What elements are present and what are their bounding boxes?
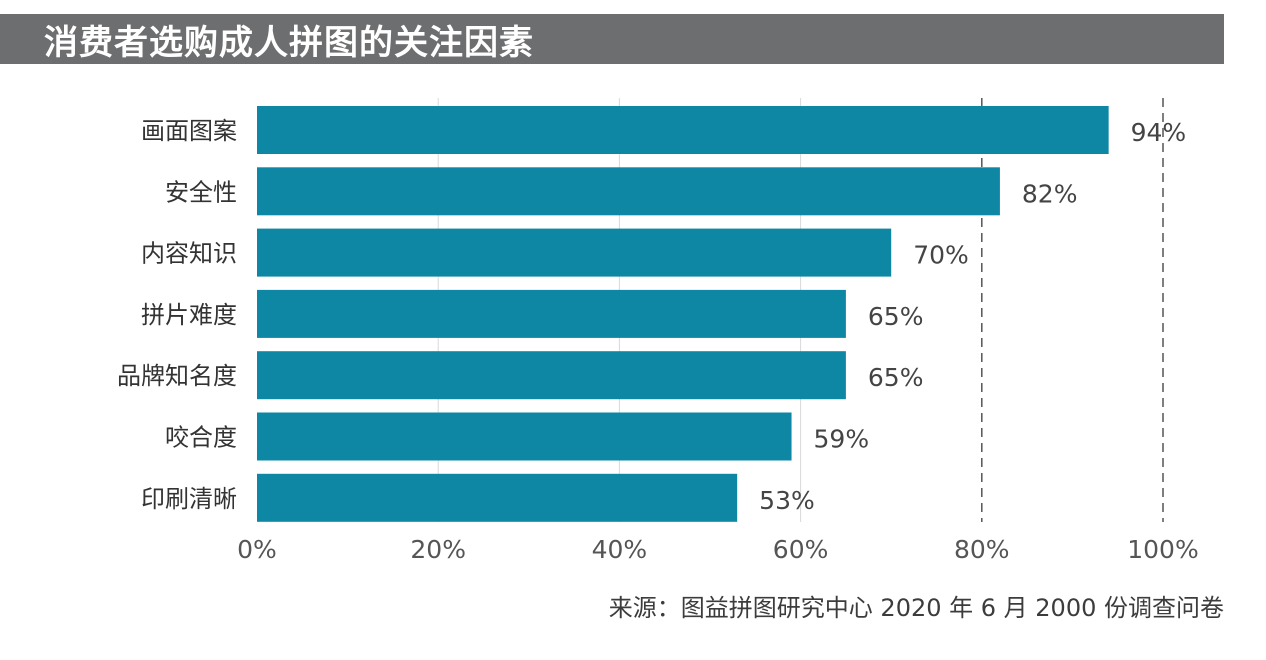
- bar-0: [257, 106, 1109, 154]
- category-label: 咬合度: [165, 424, 237, 452]
- x-tick-label: 100%: [1127, 535, 1198, 564]
- value-label: 65%: [868, 302, 924, 331]
- category-label: 品牌知名度: [117, 362, 237, 390]
- x-tick-label: 40%: [592, 535, 648, 564]
- chart-title: 消费者选购成人拼图的关注因素: [44, 22, 534, 63]
- bar-3: [257, 289, 846, 338]
- category-label: 内容知识: [141, 240, 237, 268]
- bar-1: [257, 167, 1000, 216]
- x-tick-label: 0%: [237, 535, 277, 564]
- value-label: 59%: [814, 425, 870, 454]
- bar-5: [257, 412, 792, 461]
- category-label: 拼片难度: [141, 301, 237, 329]
- x-tick-label: 60%: [773, 535, 829, 564]
- category-label: 印刷清晰: [141, 485, 237, 513]
- x-tick-label: 20%: [410, 535, 466, 564]
- bar-2: [257, 228, 892, 277]
- category-label: 安全性: [165, 178, 237, 206]
- title-bar: 消费者选购成人拼图的关注因素: [0, 14, 1224, 64]
- value-label: 53%: [759, 486, 815, 515]
- x-tick-label: 80%: [954, 535, 1010, 564]
- bar-4: [257, 351, 846, 400]
- value-label: 70%: [913, 241, 969, 270]
- value-label: 82%: [1022, 179, 1078, 208]
- value-label: 94%: [1131, 118, 1187, 147]
- category-label: 画面图案: [141, 117, 237, 145]
- value-label: 65%: [868, 363, 924, 392]
- source-note: 来源：图益拼图研究中心 2020 年 6 月 2000 份调查问卷: [608, 594, 1224, 622]
- bar-6: [257, 473, 738, 522]
